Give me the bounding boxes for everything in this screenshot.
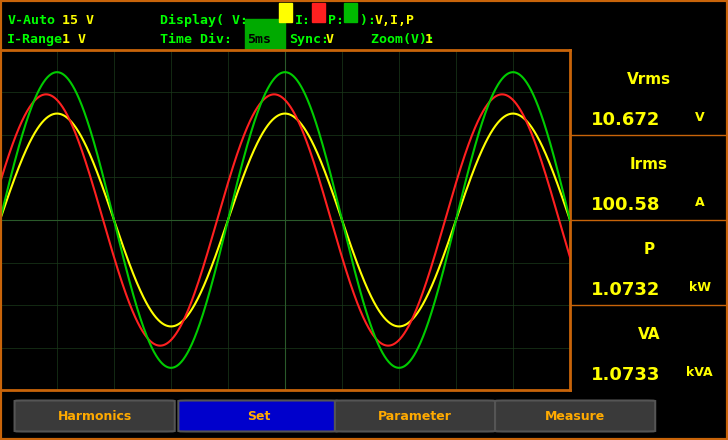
Text: Irms: Irms xyxy=(630,157,668,172)
Text: Vrms: Vrms xyxy=(627,72,671,87)
Text: kW: kW xyxy=(689,281,711,294)
Text: Zoom(V):: Zoom(V): xyxy=(339,33,435,46)
Text: A: A xyxy=(695,196,705,209)
Text: P: P xyxy=(644,242,654,257)
Text: Measure: Measure xyxy=(545,410,605,422)
Bar xyxy=(245,19,285,49)
Text: V-Auto: V-Auto xyxy=(7,14,55,27)
Text: Harmonics: Harmonics xyxy=(58,410,132,422)
Text: kVA: kVA xyxy=(687,366,713,379)
Text: 15 V: 15 V xyxy=(62,14,94,27)
Text: 1.0732: 1.0732 xyxy=(590,281,660,299)
Text: Time Div:: Time Div: xyxy=(160,33,232,46)
Bar xyxy=(279,4,292,22)
FancyBboxPatch shape xyxy=(335,400,495,432)
Text: I:: I: xyxy=(295,14,311,27)
Text: 5ms: 5ms xyxy=(248,33,272,46)
Bar xyxy=(344,4,357,22)
Text: 100.58: 100.58 xyxy=(590,196,660,214)
Text: Set: Set xyxy=(247,410,270,422)
Text: 1: 1 xyxy=(424,33,432,46)
Text: I-Range: I-Range xyxy=(7,33,63,46)
Text: VA: VA xyxy=(638,327,660,342)
Text: Display( V:: Display( V: xyxy=(160,14,248,27)
Text: V,I,P: V,I,P xyxy=(375,14,415,27)
Text: P:: P: xyxy=(328,14,344,27)
Text: 10.672: 10.672 xyxy=(590,111,660,129)
FancyBboxPatch shape xyxy=(178,400,339,432)
Text: 1.0733: 1.0733 xyxy=(590,366,660,384)
Text: V: V xyxy=(695,111,705,124)
FancyBboxPatch shape xyxy=(495,400,655,432)
Text: Sync:: Sync: xyxy=(289,33,329,46)
FancyBboxPatch shape xyxy=(15,400,175,432)
Text: V: V xyxy=(325,33,333,46)
Text: 1 V: 1 V xyxy=(62,33,86,46)
Bar xyxy=(312,4,325,22)
Text: Parameter: Parameter xyxy=(378,410,452,422)
Text: ):: ): xyxy=(360,14,384,27)
